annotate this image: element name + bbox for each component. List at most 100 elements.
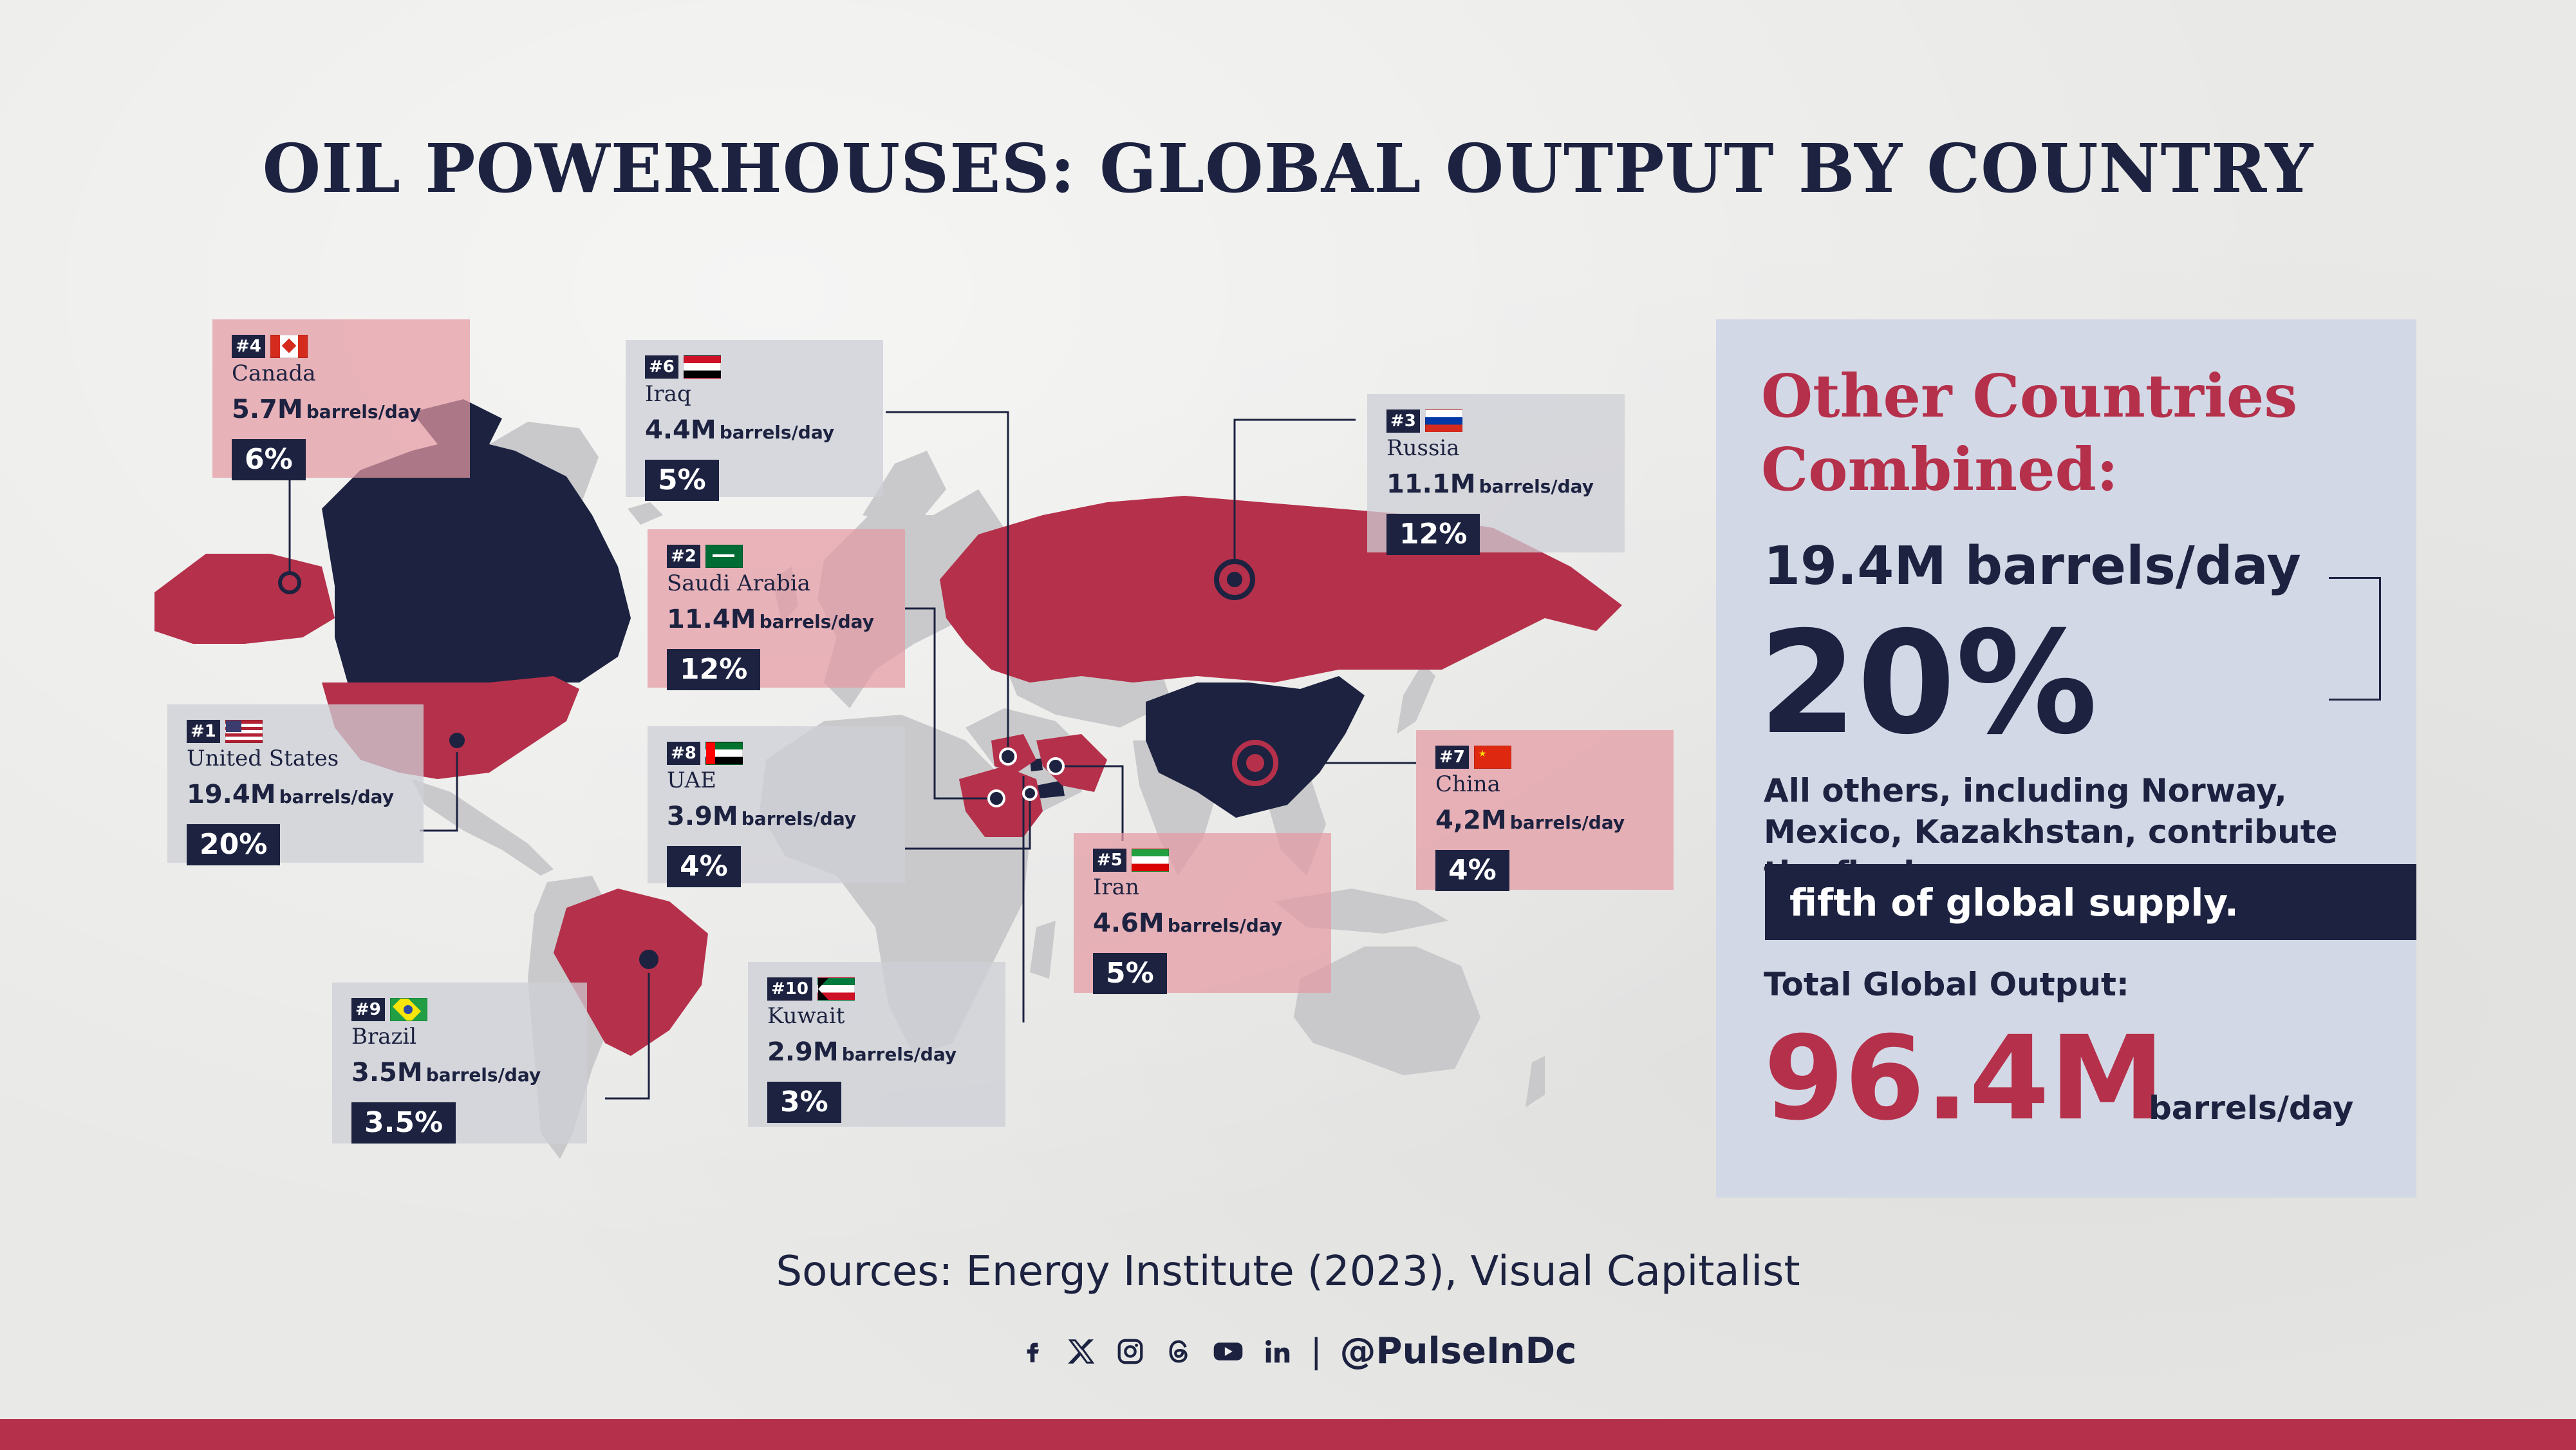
markers xyxy=(278,559,1278,973)
iraq-flag-icon xyxy=(683,355,721,379)
rank-badge: #10 xyxy=(767,977,812,1001)
country-name: China xyxy=(1435,771,1500,797)
card-united-states: #1 United States 19.4M barrels/day 20% xyxy=(167,704,424,865)
panel-heading: Other Countries Combined: xyxy=(1761,361,2298,504)
share-badge: 12% xyxy=(1386,514,1480,555)
total-unit: barrels/day xyxy=(2149,1089,2354,1127)
country-name: Kuwait xyxy=(767,1003,845,1029)
value: 3.5M xyxy=(351,1058,423,1088)
highlight-bar: fifth of global supply. xyxy=(1765,864,2416,940)
share-badge: 3% xyxy=(767,1082,841,1123)
share-badge: 4% xyxy=(1435,850,1509,891)
kuwait-flag-icon xyxy=(817,977,855,1001)
total-label: Total Global Output: xyxy=(1764,966,2129,1003)
value: 19.4M xyxy=(187,780,276,809)
iran-flag-icon xyxy=(1131,849,1169,872)
instagram-icon[interactable] xyxy=(1115,1336,1146,1367)
share-badge: 5% xyxy=(645,460,719,501)
russia-flag-icon xyxy=(1424,410,1462,433)
value: 11.4M xyxy=(667,605,756,634)
alaska-shape xyxy=(154,554,335,644)
leader-lines xyxy=(288,411,1416,1100)
card-russia: #3 Russia 11.1M barrels/day 12% xyxy=(1367,394,1625,555)
total-value: 96.4M xyxy=(1764,1012,2165,1146)
scandinavia-shape xyxy=(863,451,946,528)
card-canada: #4 Canada 5.7M barrels/day 6% xyxy=(212,319,470,480)
country-name: Brazil xyxy=(351,1024,417,1050)
unit: barrels/day xyxy=(759,611,874,632)
marker-iran xyxy=(1047,757,1065,775)
brazil-shape xyxy=(554,889,708,1056)
share-badge: 5% xyxy=(1093,953,1167,994)
country-name: United States xyxy=(187,746,339,771)
marker-canada xyxy=(278,571,301,594)
unit: barrels/day xyxy=(1167,915,1283,936)
madagascar-shape xyxy=(1030,921,1056,979)
rank-badge: #2 xyxy=(667,545,700,568)
unit: barrels/day xyxy=(425,1064,541,1086)
china-flag-icon: ★ xyxy=(1473,746,1511,769)
share-badge: 20% xyxy=(187,824,281,865)
card-saudi-arabia: #2 Saudi Arabia 11.4M barrels/day 12% xyxy=(648,529,905,690)
canada-shape xyxy=(322,438,631,683)
unit: barrels/day xyxy=(306,401,422,422)
leader-brazil xyxy=(605,959,650,1100)
threads-icon[interactable] xyxy=(1164,1336,1195,1367)
marker-iraq xyxy=(999,748,1017,766)
marker-china-dot xyxy=(1246,754,1264,772)
unit: barrels/day xyxy=(1509,812,1625,833)
marker-uae xyxy=(1022,786,1038,801)
facebook-icon[interactable] xyxy=(1017,1336,1048,1367)
leader-saudi xyxy=(905,607,996,800)
country-name: Saudi Arabia xyxy=(667,570,810,596)
country-name: Russia xyxy=(1386,435,1460,461)
others-share: 20% xyxy=(1759,601,2098,766)
rank-badge: #1 xyxy=(187,720,220,743)
share-badge: 3.5% xyxy=(351,1102,456,1144)
bottom-stripe xyxy=(0,1419,2576,1450)
unit: barrels/day xyxy=(279,786,394,807)
leader-iran xyxy=(1056,765,1124,841)
social-handle[interactable]: @PulseInDc xyxy=(1339,1330,1577,1372)
japan-shape xyxy=(1397,663,1435,734)
share-badge: 6% xyxy=(232,439,306,480)
australia-shape xyxy=(1294,946,1480,1075)
card-iraq: #6 Iraq 4.4M barrels/day 5% xyxy=(626,340,883,501)
saudi-flag-icon xyxy=(705,545,743,568)
card-kuwait: #10 Kuwait 2.9M barrels/day 3% xyxy=(748,962,1005,1127)
country-name: Canada xyxy=(232,361,316,386)
rank-badge: #6 xyxy=(645,355,678,379)
linkedin-icon[interactable] xyxy=(1262,1336,1293,1367)
value-connector-line xyxy=(2329,577,2381,701)
divider: | xyxy=(1311,1332,1322,1371)
value: 4.6M xyxy=(1093,909,1164,938)
card-iran: #5 Iran 4.6M barrels/day 5% xyxy=(1074,833,1331,994)
highlight-text: fifth of global supply. xyxy=(1789,881,2239,925)
others-value: 19.4M barrels/day xyxy=(1764,536,2301,597)
share-badge: 12% xyxy=(667,649,761,690)
new-zealand-shape xyxy=(1526,1056,1545,1107)
card-uae: #8 UAE 3.9M barrels/day 4% xyxy=(648,726,905,887)
youtube-icon[interactable] xyxy=(1213,1336,1244,1367)
value: 4,2M xyxy=(1435,805,1507,835)
leader-usa xyxy=(420,740,458,832)
country-name: Iran xyxy=(1093,874,1139,900)
iran-shape xyxy=(1036,734,1107,792)
value: 4.4M xyxy=(645,415,716,445)
country-name: UAE xyxy=(667,767,716,793)
card-china: #7 ★ China 4,2M barrels/day 4% xyxy=(1416,730,1674,891)
share-badge: 4% xyxy=(667,846,741,887)
us-flag-icon xyxy=(225,720,263,743)
rank-badge: #9 xyxy=(351,998,385,1021)
canada-flag-icon xyxy=(270,335,308,358)
page-title: OIL POWERHOUSES: GLOBAL OUTPUT BY COUNTR… xyxy=(262,129,2314,208)
marker-russia-dot xyxy=(1227,572,1242,587)
x-icon[interactable] xyxy=(1066,1336,1097,1367)
central-america-shape xyxy=(412,779,554,876)
value: 2.9M xyxy=(767,1037,839,1067)
leader-iraq xyxy=(886,411,1009,747)
unit: barrels/day xyxy=(741,808,857,829)
brazil-flag-icon xyxy=(389,998,427,1021)
unit: barrels/day xyxy=(719,422,835,443)
leader-russia xyxy=(1233,419,1356,579)
